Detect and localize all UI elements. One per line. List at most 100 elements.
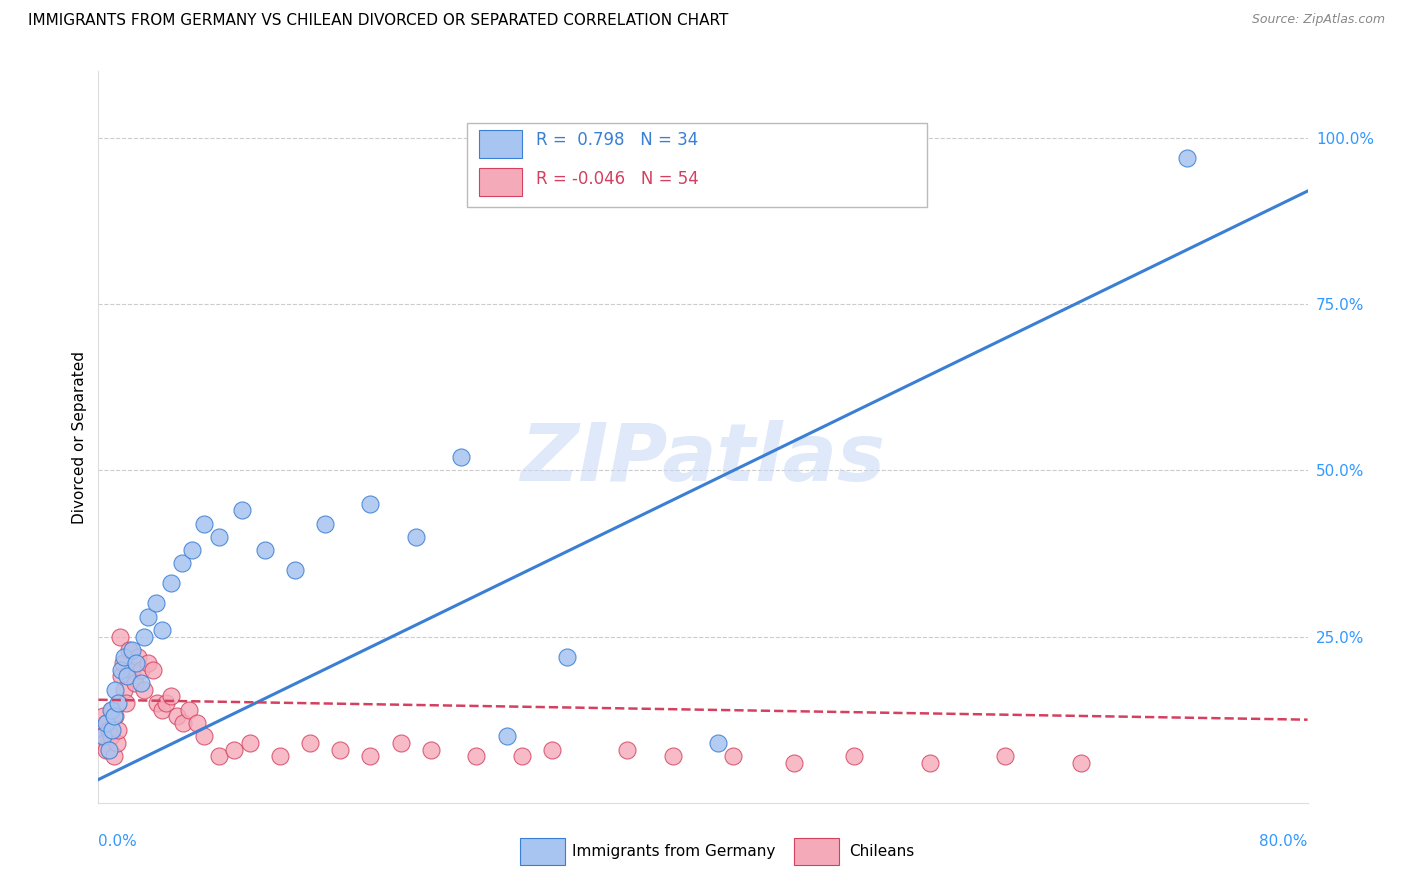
Point — [118, 643, 141, 657]
Point — [136, 609, 159, 624]
Point — [96, 716, 118, 731]
Text: R =  0.798   N = 34: R = 0.798 N = 34 — [536, 131, 699, 149]
Point — [101, 703, 124, 717]
Point — [1070, 756, 1092, 770]
Point — [299, 736, 322, 750]
Point — [495, 729, 517, 743]
Point — [124, 676, 146, 690]
Point — [114, 696, 136, 710]
Point — [994, 749, 1017, 764]
Point — [844, 749, 866, 764]
Point — [112, 649, 135, 664]
Text: Chileans: Chileans — [849, 845, 914, 859]
Point — [166, 709, 188, 723]
Point — [179, 703, 201, 717]
Point — [98, 723, 121, 737]
Text: 0.0%: 0.0% — [98, 834, 138, 849]
Point — [360, 497, 382, 511]
Point — [186, 716, 208, 731]
Point — [136, 656, 159, 670]
Point — [314, 516, 336, 531]
FancyBboxPatch shape — [467, 122, 927, 207]
Text: ZIPatlas: ZIPatlas — [520, 420, 886, 498]
Point — [465, 749, 488, 764]
Point — [150, 703, 173, 717]
Point — [132, 630, 155, 644]
Point — [100, 703, 122, 717]
Point — [239, 736, 262, 750]
Point — [360, 749, 382, 764]
Point — [555, 649, 578, 664]
Point — [103, 749, 125, 764]
Point — [160, 576, 183, 591]
Point — [115, 669, 138, 683]
Point — [155, 696, 177, 710]
Point — [100, 729, 122, 743]
Point — [1175, 151, 1198, 165]
Point — [284, 563, 307, 577]
Point — [450, 450, 472, 464]
Point — [181, 543, 204, 558]
Point — [253, 543, 276, 558]
Point — [94, 742, 117, 756]
Point — [98, 742, 121, 756]
Point — [132, 682, 155, 697]
Point — [170, 557, 193, 571]
Point — [93, 736, 115, 750]
Point — [918, 756, 941, 770]
Point — [104, 682, 127, 697]
FancyBboxPatch shape — [479, 168, 522, 195]
Point — [160, 690, 183, 704]
Text: Source: ZipAtlas.com: Source: ZipAtlas.com — [1251, 13, 1385, 27]
Point — [104, 709, 127, 723]
Point — [142, 663, 165, 677]
Point — [150, 623, 173, 637]
Point — [107, 723, 129, 737]
Point — [112, 682, 135, 697]
Point — [269, 749, 291, 764]
Point — [90, 729, 112, 743]
Y-axis label: Divorced or Separated: Divorced or Separated — [72, 351, 87, 524]
Point — [146, 696, 169, 710]
Point — [125, 656, 148, 670]
Point — [662, 749, 685, 764]
Point — [193, 729, 215, 743]
Text: IMMIGRANTS FROM GERMANY VS CHILEAN DIVORCED OR SEPARATED CORRELATION CHART: IMMIGRANTS FROM GERMANY VS CHILEAN DIVOR… — [28, 13, 728, 29]
Text: 80.0%: 80.0% — [1260, 834, 1308, 849]
Point — [405, 530, 427, 544]
Point — [111, 656, 134, 670]
Point — [94, 716, 117, 731]
Point — [707, 736, 730, 750]
Point — [510, 749, 533, 764]
Point — [208, 530, 231, 544]
FancyBboxPatch shape — [479, 130, 522, 158]
Point — [108, 630, 131, 644]
Point — [121, 663, 143, 677]
Point — [121, 643, 143, 657]
Point — [107, 696, 129, 710]
Point — [101, 723, 124, 737]
Point — [110, 663, 132, 677]
Point — [103, 709, 125, 723]
Point — [91, 709, 114, 723]
Point — [231, 503, 253, 517]
Point — [129, 676, 152, 690]
Point — [616, 742, 638, 756]
Point — [783, 756, 806, 770]
Point — [110, 669, 132, 683]
Point — [105, 736, 128, 750]
Point — [389, 736, 412, 750]
Point — [145, 596, 167, 610]
Point — [91, 729, 114, 743]
Point — [193, 516, 215, 531]
Point — [129, 663, 152, 677]
Text: Immigrants from Germany: Immigrants from Germany — [572, 845, 776, 859]
Point — [723, 749, 745, 764]
Point — [540, 742, 562, 756]
Point — [329, 742, 352, 756]
Point — [172, 716, 194, 731]
Point — [127, 649, 149, 664]
Point — [420, 742, 443, 756]
Text: R = -0.046   N = 54: R = -0.046 N = 54 — [536, 170, 699, 188]
Point — [208, 749, 231, 764]
